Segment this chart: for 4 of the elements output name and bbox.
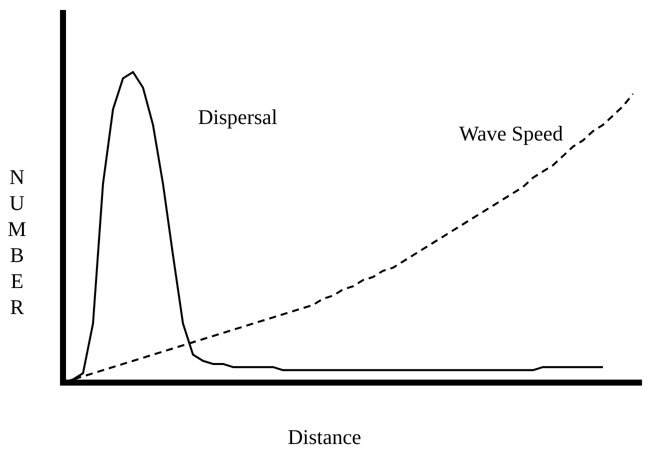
text: Dispersal xyxy=(198,104,278,129)
y-axis-title: NUMBER xyxy=(4,165,29,321)
x-axis-title: Distance xyxy=(286,425,362,450)
series-label: Wave Speed xyxy=(459,122,564,146)
